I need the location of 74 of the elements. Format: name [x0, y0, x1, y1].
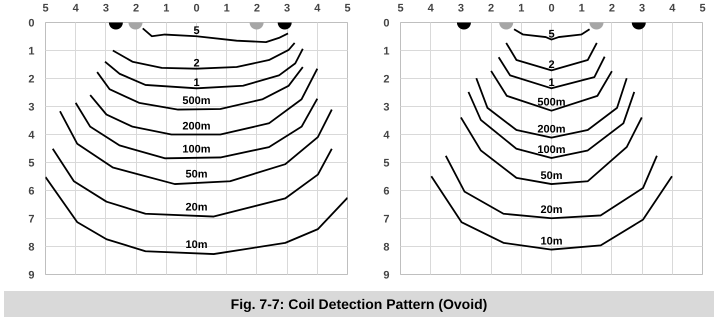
line-series	[104, 48, 304, 90]
line-series	[46, 176, 348, 255]
series-label: 1	[193, 77, 200, 90]
line-series	[444, 154, 658, 220]
series-label: 500m	[537, 96, 566, 108]
x-tick-label: 0	[193, 2, 200, 14]
x-tick-label: 3	[102, 2, 109, 14]
x-tick-label: 1	[578, 2, 585, 14]
series-label: 50m	[540, 170, 563, 182]
x-tick-label: 0	[548, 2, 555, 14]
series-label: 50m	[185, 168, 208, 181]
y-tick-label: 9	[28, 270, 35, 282]
line-series	[89, 68, 318, 136]
y-tick-label: 3	[383, 102, 390, 114]
series-label: 20m	[540, 204, 563, 216]
y-tick-label: 5	[383, 158, 390, 170]
y-tick-label: 4	[28, 130, 36, 142]
x-tick-label: 4	[428, 2, 435, 14]
series-label: 20m	[185, 202, 208, 214]
y-tick-label: 7	[383, 214, 390, 226]
x-tick-label: 2	[608, 2, 615, 14]
line-series	[112, 42, 296, 70]
y-tick-label: 0	[383, 18, 390, 30]
x-tick-label: 3	[458, 2, 464, 14]
line-series	[74, 98, 318, 160]
y-tick-label: 3	[28, 102, 35, 114]
series-label: 2	[193, 57, 200, 70]
series-label: 10m	[185, 239, 208, 252]
x-tick-label: 2	[488, 2, 494, 14]
y-tick-label: 9	[383, 270, 390, 282]
line-series	[59, 108, 333, 185]
series-label: 5	[193, 24, 200, 37]
line-series	[460, 116, 643, 185]
line-series	[96, 66, 304, 110]
line-series	[475, 77, 628, 138]
y-tick-label: 1	[28, 46, 35, 58]
series-label: 5	[548, 28, 555, 40]
x-tick-label: 5	[42, 2, 49, 14]
y-tick-label: 6	[28, 186, 35, 198]
series-label: 500m	[182, 95, 211, 108]
x-tick-label: 4	[72, 2, 80, 14]
x-tick-label: 5	[699, 2, 706, 14]
y-tick-label: 8	[383, 242, 390, 254]
y-tick-label: 2	[28, 74, 35, 86]
x-tick-label: 1	[224, 2, 230, 14]
y-tick-label: 5	[28, 158, 35, 170]
x-tick-label: 5	[344, 2, 351, 14]
series-label: 10m	[540, 235, 563, 248]
series-label: 100m	[537, 144, 566, 156]
x-tick-label: 3	[284, 2, 290, 14]
series-label: 2	[548, 59, 555, 72]
series-label: 200m	[537, 123, 566, 136]
x-tick-label: 4	[669, 2, 676, 14]
y-tick-label: 7	[28, 214, 35, 226]
line-series	[468, 91, 636, 159]
x-tick-label: 4	[314, 2, 322, 14]
series-label: 200m	[182, 120, 211, 132]
x-tick-label: 5	[397, 2, 404, 14]
y-tick-label: 6	[383, 186, 390, 198]
y-tick-label: 0	[28, 18, 35, 30]
series-label: 1	[548, 77, 555, 90]
x-tick-label: 1	[518, 2, 524, 14]
x-tick-label: 2	[254, 2, 260, 14]
caption: Fig. 7-7: Coil Detection Pattern (Ovoid)	[230, 295, 488, 314]
y-tick-label: 2	[383, 74, 390, 86]
x-tick-label: 1	[163, 2, 170, 14]
y-tick-label: 1	[383, 46, 390, 58]
x-tick-label: 3	[639, 2, 646, 14]
x-tick-label: 2	[133, 2, 140, 14]
line-series	[490, 70, 613, 112]
y-tick-label: 8	[28, 242, 35, 254]
y-tick-label: 4	[383, 130, 390, 142]
series-label: 100m	[182, 144, 211, 156]
line-series	[498, 56, 606, 90]
